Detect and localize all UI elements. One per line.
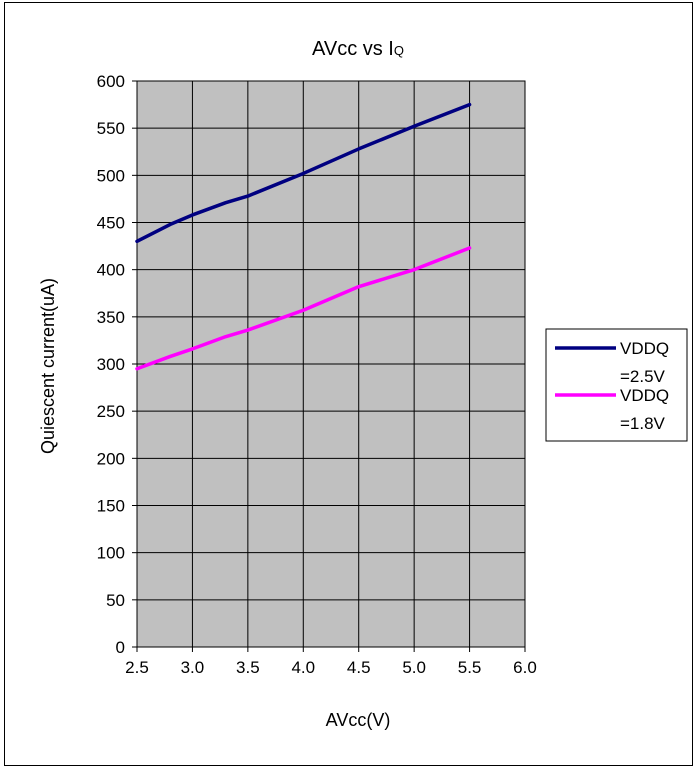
y-tick-label: 0 [116,638,125,657]
x-tick-label: 6.0 [513,658,537,677]
legend-label-2: =1.8V [620,414,666,433]
y-axis-title: Quiescent current(uA) [38,278,58,454]
y-tick-label: 350 [97,308,125,327]
y-tick-label: 200 [97,449,125,468]
x-tick-label: 3.5 [236,658,260,677]
x-tick-label: 2.5 [125,658,149,677]
y-tick-label: 250 [97,402,125,421]
x-tick-label: 5.5 [458,658,482,677]
y-tick-label: 50 [106,591,125,610]
series-line-1 [135,102,472,244]
x-tick-label: 3.0 [181,658,205,677]
y-tick-label: 500 [97,166,125,185]
y-tick-label: 400 [97,261,125,280]
y-tick-label: 300 [97,355,125,374]
y-tick-label: 100 [97,544,125,563]
y-tick-label: 150 [97,497,125,516]
chart-title: AVcc vs IQ [312,38,404,60]
legend-label-2: VDDQ [620,386,669,405]
y-tick-label: 550 [97,119,125,138]
y-tick-label: 450 [97,214,125,233]
x-tick-label: 5.0 [402,658,426,677]
legend-label-1: =2.5V [620,367,666,386]
y-tick-label: 600 [97,72,125,91]
legend-label-1: VDDQ [620,339,669,358]
x-axis-title: AVcc(V) [326,710,391,730]
plot-area: 0 50 100 150 200 250 300 350 400 450 500 550 600 2.5 3… [97,72,537,677]
x-tick-label: 4.5 [347,658,371,677]
series-line-2 [135,246,472,371]
x-tick-label: 4.0 [291,658,315,677]
